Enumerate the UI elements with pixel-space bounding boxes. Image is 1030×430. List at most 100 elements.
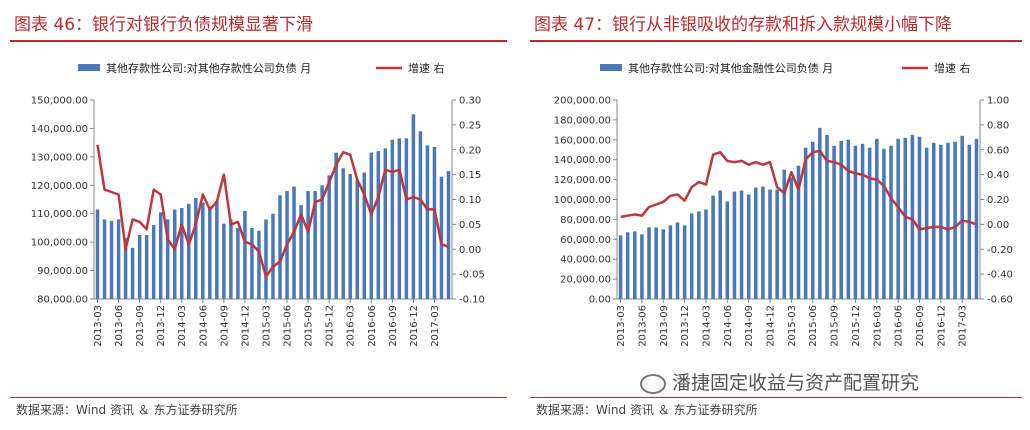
bar: [846, 139, 851, 299]
bar: [754, 187, 758, 299]
bar: [257, 230, 261, 299]
data-source: 数据来源：Wind 资讯 ＆ 东方证券研究所: [536, 403, 758, 417]
bar: [369, 152, 374, 299]
bar: [109, 220, 114, 299]
legend-bar-swatch: [78, 64, 100, 71]
x-tick-label: 2017-03: [958, 305, 969, 347]
left-tick-label: 100,000.00: [554, 195, 611, 206]
right-tick-label: 0.05: [459, 220, 481, 231]
x-tick-label: 2015-12: [851, 305, 862, 347]
x-tick-label: 2013-12: [156, 305, 167, 347]
x-tick-label: 2016-12: [409, 305, 420, 347]
bar: [187, 203, 191, 299]
right-tick-label: 0.00: [987, 220, 1009, 231]
right-tick-label: -0.20: [987, 245, 1013, 256]
right-tick-label: 0.00: [459, 245, 481, 256]
bar: [299, 205, 303, 299]
bar: [348, 173, 352, 299]
bar: [810, 141, 815, 299]
bar: [882, 148, 886, 299]
bar: [306, 190, 310, 299]
bar: [782, 169, 787, 299]
bar: [137, 235, 142, 299]
x-tick-label: 2014-06: [198, 305, 209, 347]
bar: [647, 227, 651, 299]
legend-bar-swatch: [600, 64, 622, 71]
bar: [334, 152, 338, 299]
left-tick-label: 40,000.00: [560, 255, 611, 266]
bar: [243, 210, 247, 299]
bar: [974, 138, 979, 299]
bar: [839, 140, 843, 299]
bar: [889, 145, 893, 299]
bar: [355, 179, 359, 299]
bar: [194, 198, 198, 299]
left-tick-label: 120,000.00: [31, 181, 88, 192]
x-tick-label: 2014-09: [744, 305, 755, 347]
bar: [130, 247, 135, 299]
bar: [165, 219, 170, 299]
right-tick-label: 0.40: [987, 170, 1009, 181]
bar: [853, 145, 858, 299]
x-tick-label: 2015-12: [325, 305, 336, 347]
right-tick-label: 0.15: [459, 170, 481, 181]
bar: [425, 145, 430, 299]
bar: [668, 225, 673, 299]
legend-bar-label: 其他存款性公司:对其他存款性公司负债 月: [106, 61, 311, 75]
bar: [327, 175, 331, 299]
left-tick-label: 110,000.00: [31, 209, 88, 220]
right-tick-label: -0.05: [459, 270, 485, 281]
right-tick-label: -0.60: [987, 295, 1013, 306]
bar: [116, 219, 121, 299]
left-tick-label: 0.00: [589, 295, 611, 306]
bar: [222, 223, 226, 299]
bar: [960, 135, 964, 299]
footer-divider: [10, 397, 507, 398]
x-tick-label: 2015-09: [304, 305, 315, 347]
right-tick-label: 0.30: [459, 96, 481, 107]
x-tick-label: 2016-03: [872, 305, 883, 347]
x-tick-label: 2016-03: [346, 305, 357, 347]
bar: [313, 190, 317, 299]
bar: [633, 231, 637, 299]
bar: [264, 219, 268, 299]
x-tick-label: 2014-06: [723, 305, 734, 347]
data-source: 数据来源：Wind 资讯 ＆ 东方证券研究所: [16, 403, 238, 417]
bar: [432, 146, 437, 299]
x-tick-label: 2014-12: [766, 305, 777, 347]
x-tick-label: 2013-09: [135, 305, 146, 347]
title-divider: [10, 40, 507, 42]
left-tick-label: 160,000.00: [554, 135, 611, 146]
bar: [931, 142, 936, 299]
left-tick-label: 150,000.00: [31, 96, 88, 107]
bar: [924, 147, 929, 299]
bar: [896, 138, 900, 299]
bar: [201, 202, 205, 299]
legend-line-label: 增速 右: [934, 61, 971, 75]
right-tick-label: -0.10: [459, 295, 485, 306]
bar: [789, 177, 794, 299]
x-tick-label: 2016-09: [915, 305, 926, 347]
bar: [675, 222, 680, 299]
x-tick-label: 2013-12: [680, 305, 691, 347]
bar: [739, 190, 744, 299]
x-tick-label: 2016-06: [367, 305, 378, 347]
wechat-watermark: 潘捷固定收益与资产配置研究: [640, 368, 919, 395]
bar: [158, 212, 163, 299]
left-tick-label: 20,000.00: [560, 275, 611, 286]
bar: [661, 229, 666, 299]
left-tick-label: 180,000.00: [554, 115, 611, 126]
bar: [144, 235, 149, 299]
bar: [229, 219, 233, 299]
x-tick-label: 2013-09: [659, 305, 670, 347]
left-tick-label: 80,000.00: [560, 215, 611, 226]
bar: [292, 186, 296, 299]
right-tick-label: 0.10: [459, 195, 481, 206]
right-tick-label: 0.60: [987, 145, 1009, 156]
bar: [383, 148, 388, 299]
left-tick-label: 200,000.00: [554, 96, 611, 107]
bar: [682, 225, 687, 299]
bar: [711, 195, 715, 299]
bar: [775, 189, 779, 299]
chart-title: 图表 47：银行从非银吸收的存款和拆入款规模小幅下降: [534, 15, 953, 35]
